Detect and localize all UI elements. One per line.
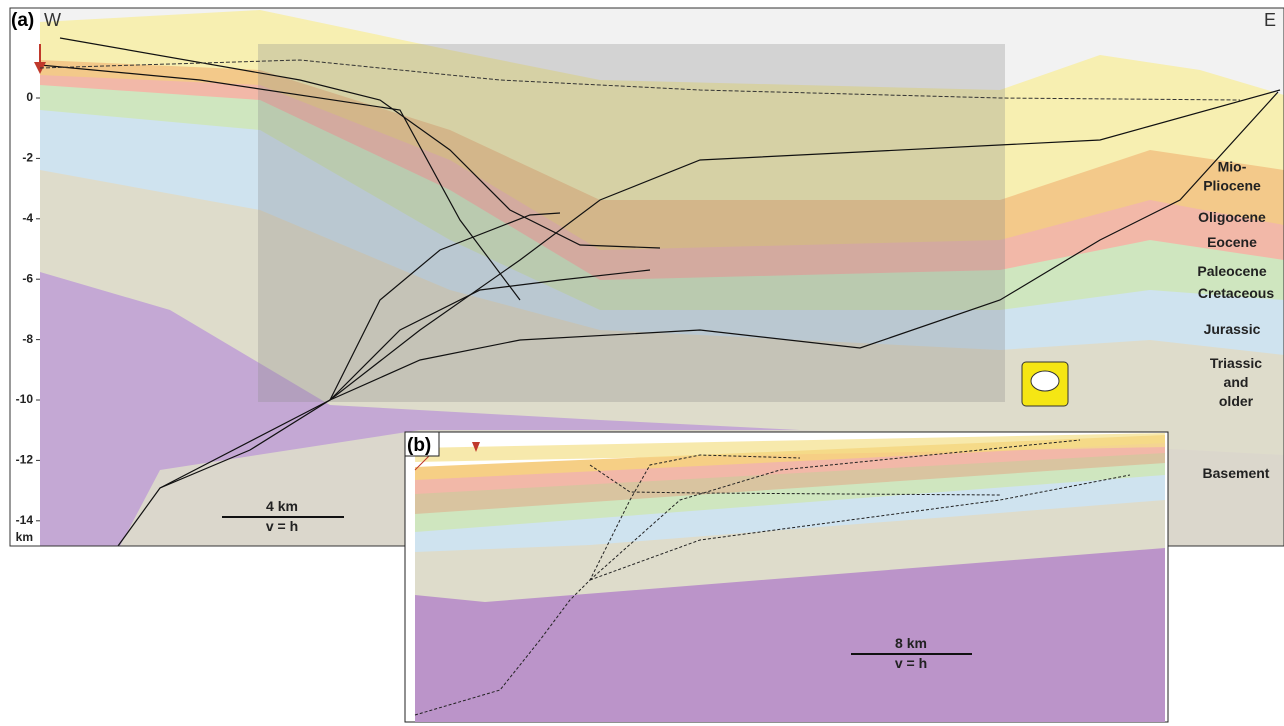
tick-label: -4 bbox=[22, 211, 33, 225]
formation-label: Mio- bbox=[1218, 159, 1247, 175]
axis-unit: km bbox=[16, 530, 33, 544]
scale-ratio: v = h bbox=[895, 655, 927, 671]
formation-label: older bbox=[1219, 393, 1254, 409]
formation-label: Pliocene bbox=[1203, 178, 1261, 194]
tick-label: 0 bbox=[26, 90, 33, 104]
figure: 4 km v = h (a) W E 8 km v = h (b) Mio- Pl… bbox=[0, 0, 1284, 726]
west-label: W bbox=[44, 10, 61, 30]
panel-label: (a) bbox=[11, 10, 34, 31]
east-label: E bbox=[1264, 10, 1276, 30]
formation-label: Jurassic bbox=[1204, 321, 1261, 337]
formation-label: Basement bbox=[1203, 465, 1270, 481]
formation-label: Paleocene bbox=[1197, 263, 1266, 279]
formation-label: Eocene bbox=[1207, 234, 1257, 250]
tick-label: -12 bbox=[16, 453, 34, 467]
formation-label: Oligocene bbox=[1198, 209, 1266, 225]
tick-label: -14 bbox=[16, 513, 34, 527]
scale-length: 8 km bbox=[895, 635, 927, 651]
formation-label: Triassic bbox=[1210, 355, 1262, 371]
speech-bubble bbox=[1031, 371, 1059, 391]
tick-label: -10 bbox=[16, 392, 34, 406]
tick-label: -2 bbox=[22, 151, 33, 165]
tick-label: -8 bbox=[22, 332, 33, 346]
formation-label: and bbox=[1224, 374, 1249, 390]
scale-length: 4 km bbox=[266, 498, 298, 514]
scale-ratio: v = h bbox=[266, 518, 298, 534]
tick-label: -6 bbox=[22, 271, 33, 285]
panel-label: (b) bbox=[407, 435, 431, 456]
formation-label: Cretaceous bbox=[1198, 285, 1274, 301]
